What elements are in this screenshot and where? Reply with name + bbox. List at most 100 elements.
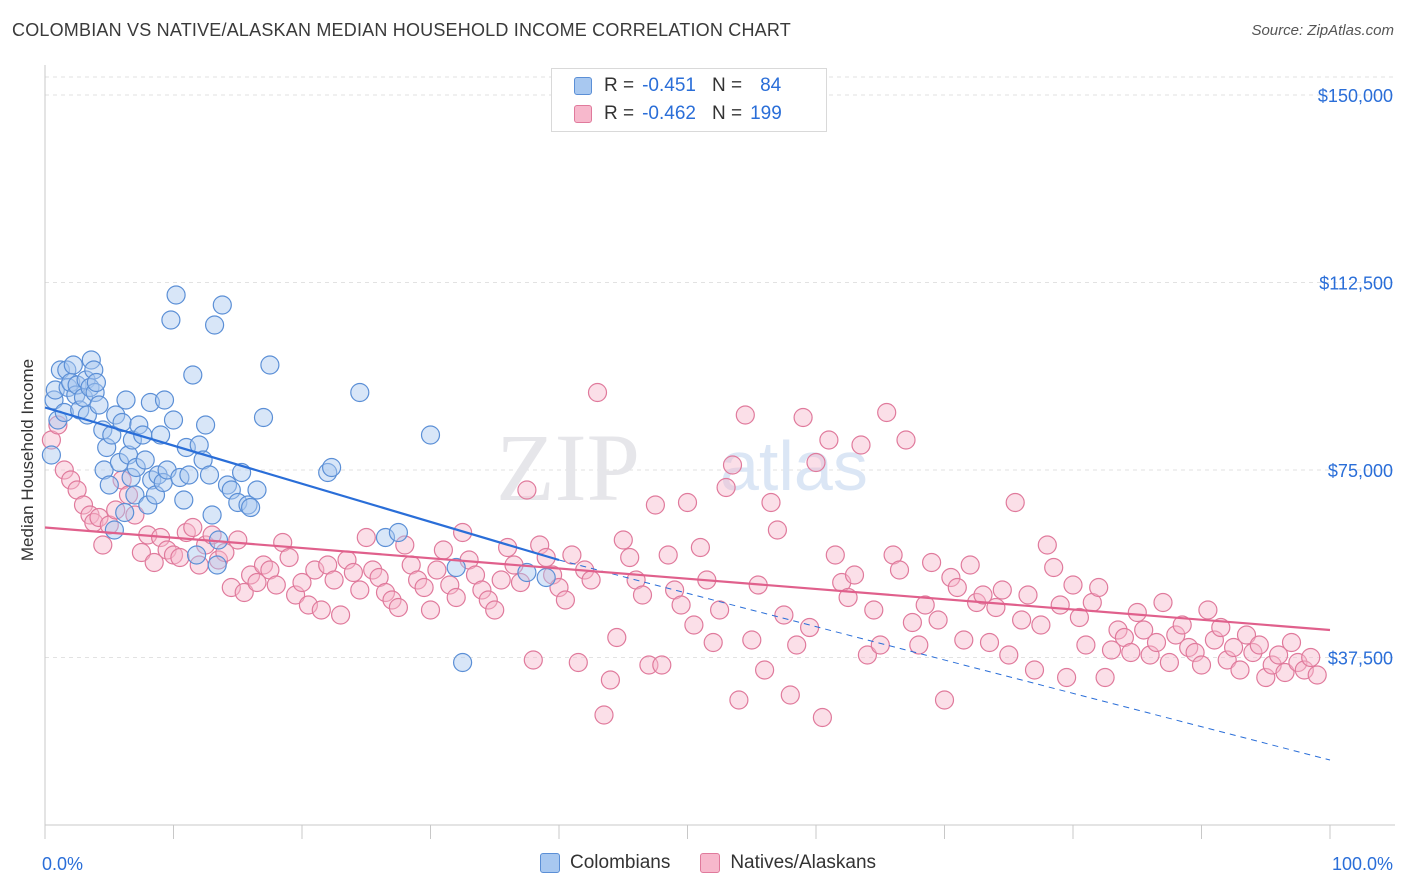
natives-point <box>954 630 974 650</box>
trend-lines <box>44 406 1331 761</box>
natives-point <box>433 540 453 560</box>
colombians-point <box>196 415 216 435</box>
natives-point <box>555 590 576 610</box>
natives-point <box>851 435 871 455</box>
x-tick-label-min: 0.0% <box>42 854 83 874</box>
natives-point <box>767 520 788 540</box>
legend-r-value: -0.451 <box>642 75 696 96</box>
legend-swatch-colombians <box>540 853 560 873</box>
natives-point <box>986 597 1006 618</box>
natives-point <box>549 577 569 598</box>
natives-point <box>1146 632 1167 653</box>
colombians-point <box>207 555 227 575</box>
natives-point <box>1179 637 1199 658</box>
natives-point <box>979 632 1000 653</box>
natives-point <box>941 567 961 588</box>
natives-point <box>844 565 865 585</box>
natives-point <box>742 630 762 650</box>
natives-point <box>999 645 1019 665</box>
natives-point <box>292 572 312 593</box>
natives-point <box>1159 652 1180 673</box>
legend-row-natives: R = -0.462 N = 199 <box>574 101 782 127</box>
colombians-point <box>241 497 261 518</box>
natives-point <box>1172 615 1192 635</box>
natives-point <box>992 580 1012 600</box>
legend-swatch-natives <box>574 105 592 123</box>
natives-point <box>388 597 408 618</box>
chart-title: COLOMBIAN VS NATIVE/ALASKAN MEDIAN HOUSE… <box>12 20 791 40</box>
natives-point <box>176 522 196 543</box>
source-label: Source: ZipAtlas.com <box>1251 22 1394 39</box>
x-tick-labels: 0.0% 100.0% <box>42 854 1393 874</box>
colombians-point <box>253 407 274 428</box>
legend-n-label: N = <box>711 103 743 124</box>
natives-point <box>73 495 94 515</box>
natives-point <box>331 605 351 625</box>
natives-point <box>645 495 666 515</box>
colombians-point <box>41 445 62 465</box>
natives-point <box>1301 647 1321 668</box>
natives-point <box>607 627 627 648</box>
natives-point <box>1281 632 1302 653</box>
natives-point <box>1243 642 1263 663</box>
colombians-point <box>221 480 241 500</box>
colombians-point <box>125 485 145 505</box>
legend-item-natives: Natives/Alaskans <box>700 852 876 874</box>
colombians-point <box>116 390 136 410</box>
natives-point <box>754 660 775 680</box>
natives-point <box>253 555 274 575</box>
natives-point <box>1011 610 1032 630</box>
natives-point <box>896 430 916 450</box>
natives-point <box>658 545 678 565</box>
natives-point <box>491 570 511 590</box>
natives-point <box>928 610 948 630</box>
natives-point <box>414 577 434 598</box>
natives-point <box>395 535 415 555</box>
natives-point <box>729 690 749 710</box>
natives-point <box>787 635 807 655</box>
colombians-point <box>44 390 64 410</box>
colombians-point <box>135 450 155 470</box>
watermark-atlas: atlas <box>720 427 868 505</box>
y-tick-label: $150,000 <box>1318 86 1393 106</box>
natives-point <box>356 527 376 548</box>
colombians-point <box>138 495 158 515</box>
natives-point <box>594 705 614 725</box>
natives-point <box>478 590 498 610</box>
natives-point <box>1249 635 1269 655</box>
natives-point <box>690 537 711 558</box>
legend-swatch-colombians <box>574 77 592 95</box>
natives-point <box>652 655 672 675</box>
natives-point <box>311 600 331 620</box>
natives-point <box>1063 575 1083 595</box>
natives-point <box>677 492 698 513</box>
natives-point <box>266 575 286 595</box>
legend-swatch-natives <box>700 853 721 873</box>
natives-point <box>279 547 299 568</box>
natives-point <box>363 560 383 580</box>
natives-point <box>870 635 890 655</box>
colombians-trend-line <box>44 406 560 562</box>
natives-point <box>1044 557 1064 578</box>
natives-point <box>61 470 81 490</box>
natives-point <box>568 652 588 673</box>
natives-point <box>427 560 447 580</box>
y-tick-labels: $37,500 $75,000 $112,500 $150,000 <box>1318 86 1393 669</box>
natives-point <box>324 570 344 590</box>
natives-point <box>1268 645 1289 665</box>
natives-point <box>806 452 826 473</box>
natives-point <box>909 635 929 655</box>
legend-label-natives: Natives/Alaskans <box>730 852 877 873</box>
colombians-point <box>63 355 83 375</box>
natives-point <box>1076 635 1096 655</box>
colombians-point <box>154 390 175 410</box>
natives-point <box>857 645 878 665</box>
natives-point <box>1024 660 1045 680</box>
colombians-point <box>260 355 280 375</box>
natives-point <box>440 575 460 595</box>
legend-n-label: N = <box>711 75 743 96</box>
natives-point <box>234 582 254 603</box>
legend-row-colombians: R = -0.451 N = 84 <box>574 73 781 99</box>
natives-point <box>144 552 164 573</box>
